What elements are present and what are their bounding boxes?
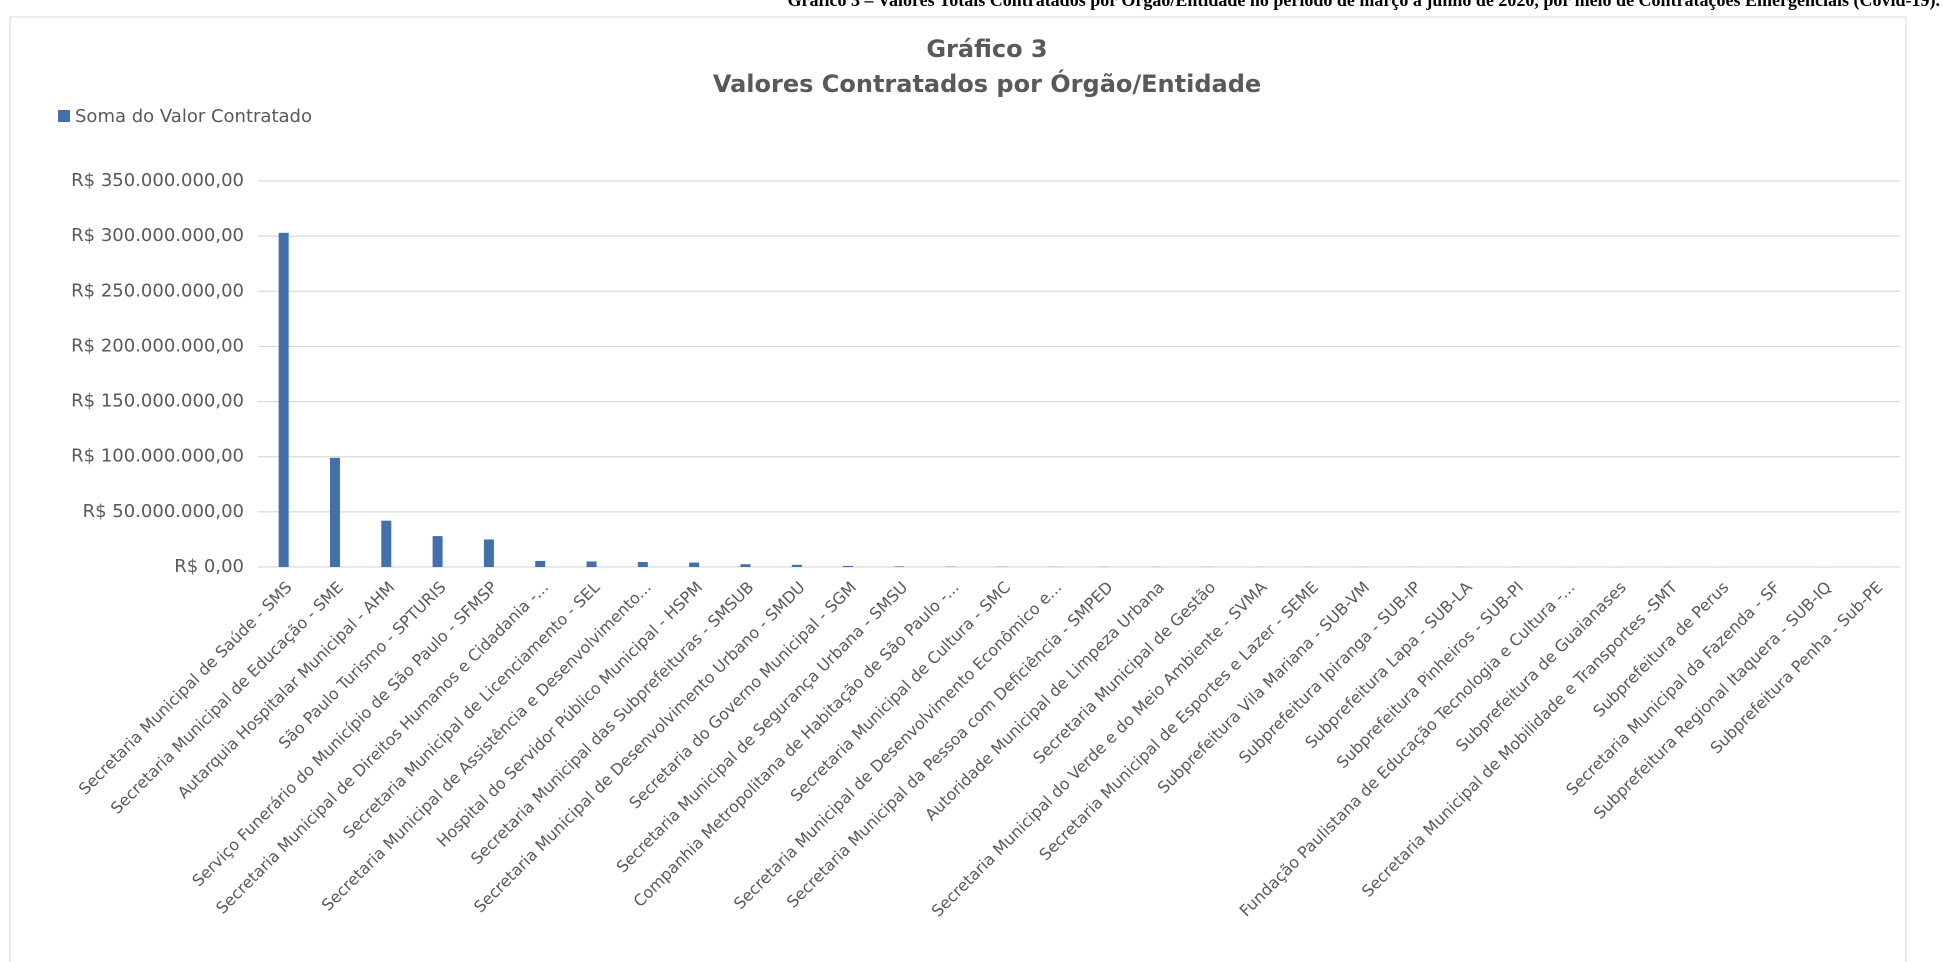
bar — [535, 560, 546, 567]
x-tick-label: Autoridade Municipal de Limpeza Urbana — [921, 578, 1168, 825]
x-tick-label: Fundação Paulistana de Educação Tecnolog… — [1236, 578, 1579, 921]
y-tick-label: R$ 200.000.000,00 — [71, 335, 244, 356]
x-tick-label: Secretaria Municipal de Educação - SME — [107, 578, 347, 818]
bar — [791, 564, 802, 567]
x-tick-label: Secretaria Municipal de Direitos Humanos… — [212, 578, 552, 918]
chart-frame — [9, 16, 1907, 962]
y-tick-label: R$ 150.000.000,00 — [71, 391, 244, 412]
chart-subtitle: Valores Contratados por Órgão/Entidade — [713, 68, 1261, 98]
bar — [278, 232, 289, 567]
x-tick-label: Secretaria Municipal de Assistência e De… — [318, 578, 655, 915]
bar — [381, 520, 392, 567]
bar — [432, 536, 443, 567]
x-tick-label: Secretaria Municipal de Desenvolvimento … — [470, 578, 809, 917]
y-tick-label: R$ 350.000.000,00 — [71, 170, 244, 191]
bar — [740, 564, 751, 567]
x-tick-label: Subprefeitura Ipiranga - SUB-IP — [1235, 577, 1425, 767]
x-tick-label: Subprefeitura Regional Itaquera - SUB-IQ — [1590, 578, 1835, 823]
legend-label: Soma do Valor Contratado — [75, 106, 312, 127]
y-tick-label: R$ 300.000.000,00 — [71, 225, 244, 246]
page-header: Gráfico 3 – Valores Totais Contratados p… — [788, 0, 1940, 11]
x-tick-label: Secretaria Municipal de Saúde - SMS — [75, 578, 296, 799]
x-tick-label: Secretaria Municipal de Gestão — [1029, 578, 1219, 768]
bar — [689, 562, 700, 567]
x-tick-label: Subprefeitura Pinheiros - SUB-PI — [1333, 578, 1528, 773]
bar — [586, 561, 597, 567]
bar — [843, 565, 854, 567]
bar — [894, 566, 905, 567]
y-tick-label: R$ 100.000.000,00 — [71, 446, 244, 467]
y-tick-label: R$ 50.000.000,00 — [83, 501, 244, 522]
y-tick-label: R$ 250.000.000,00 — [71, 280, 244, 301]
bar — [637, 562, 648, 567]
bar — [329, 457, 340, 567]
x-tick-label: Secretaria Municipal do Verde e do Meio … — [928, 578, 1271, 921]
chart-title: Gráfico 3 — [926, 35, 1047, 63]
legend-swatch — [58, 110, 70, 122]
y-tick-label: R$ 0,00 — [174, 556, 244, 577]
bar — [483, 539, 494, 567]
